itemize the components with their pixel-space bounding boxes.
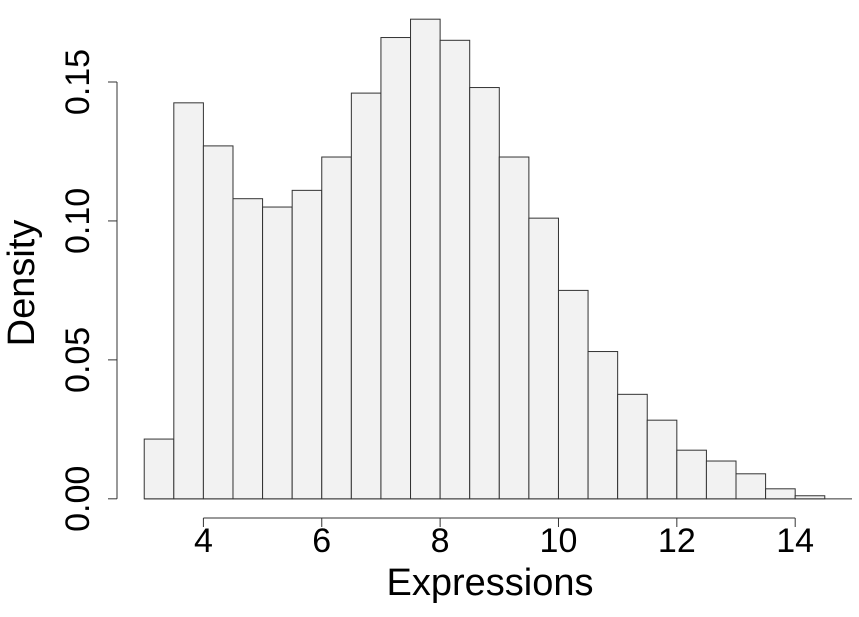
- x-tick-label: 10: [540, 522, 578, 560]
- bar: [557, 289, 589, 500]
- bar: [350, 92, 382, 500]
- bar: [173, 102, 204, 500]
- y-tick-label: 0.15: [59, 49, 97, 115]
- y-tick-label: 0.00: [59, 466, 97, 532]
- bar: [380, 37, 412, 500]
- bar: [765, 488, 796, 500]
- bar: [291, 189, 323, 500]
- bar: [232, 198, 264, 500]
- x-tick-label: 4: [194, 522, 213, 560]
- bar: [794, 495, 826, 500]
- x-tick-label: 14: [776, 522, 814, 560]
- bar: [469, 87, 500, 500]
- x-axis-title: Expressions: [387, 562, 594, 604]
- x-tick-label: 8: [431, 522, 450, 560]
- y-tick-label: 0.05: [59, 327, 97, 393]
- bar: [735, 473, 767, 500]
- bar: [202, 145, 234, 500]
- bar: [676, 449, 707, 500]
- bar: [587, 351, 619, 500]
- bar: [705, 460, 737, 500]
- bar: [646, 419, 678, 500]
- bar: [528, 217, 559, 500]
- y-tick-label: 0.10: [59, 188, 97, 254]
- bar: [321, 156, 352, 500]
- bar: [410, 18, 441, 500]
- x-tick-label: 12: [658, 522, 696, 560]
- y-axis-title: Density: [1, 220, 43, 347]
- bar: [617, 393, 648, 500]
- bar: [143, 438, 175, 500]
- bar: [439, 39, 471, 500]
- bar: [262, 206, 293, 500]
- x-tick-label: 6: [312, 522, 331, 560]
- bar: [498, 156, 530, 500]
